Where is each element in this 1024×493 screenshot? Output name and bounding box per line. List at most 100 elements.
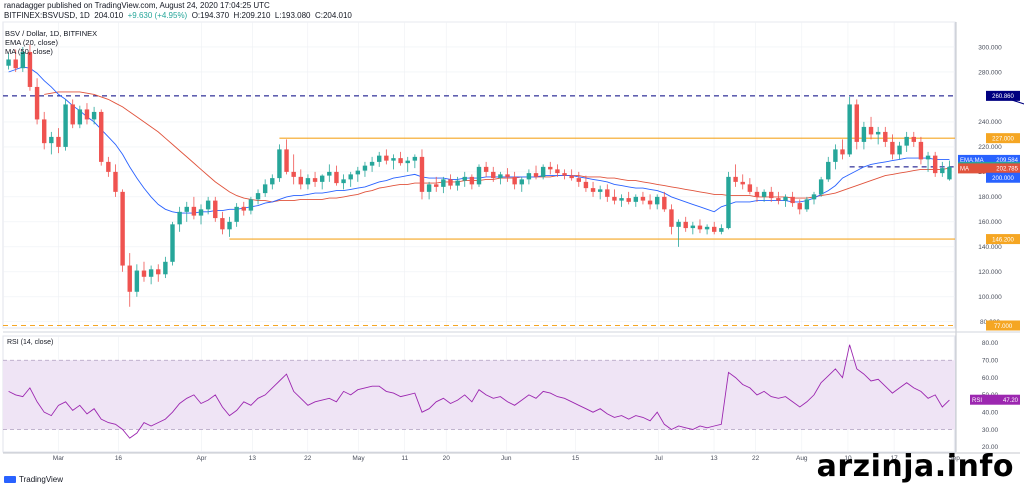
candle-body xyxy=(113,171,118,192)
candle-body xyxy=(840,149,845,155)
rsi-tick-label: 70.00 xyxy=(982,358,999,365)
candle-body xyxy=(576,178,581,182)
legend-title: BSV / Dollar, 1D, BITFINEX xyxy=(5,29,98,38)
candle-body xyxy=(134,270,140,292)
candle-body xyxy=(619,198,624,201)
candle-body xyxy=(355,170,361,175)
candle-body xyxy=(769,191,774,199)
candle-body xyxy=(526,173,532,180)
candle-body xyxy=(505,174,510,177)
price-label-value: 202.785 xyxy=(996,167,1018,173)
candle-body xyxy=(41,119,47,144)
candle-body xyxy=(483,166,489,172)
candle-body xyxy=(255,193,261,200)
x-tick-label: 22 xyxy=(304,455,312,462)
price-label-box xyxy=(986,133,1020,144)
symbol-name: BITFINEX:BSVUSD, 1D xyxy=(4,11,90,20)
candle-body xyxy=(761,191,767,197)
candle-body xyxy=(426,184,432,192)
candle-body xyxy=(205,200,211,210)
price-label-box xyxy=(986,234,1020,245)
candle-body xyxy=(312,178,318,182)
candle-body xyxy=(384,155,389,161)
y-tick-label: 180.000 xyxy=(978,194,1002,201)
candle-body xyxy=(890,141,895,155)
rsi-tick-label: 30.00 xyxy=(982,427,999,434)
candle-body xyxy=(925,155,931,160)
candle-body xyxy=(448,179,453,186)
price-label-name: MA xyxy=(960,167,969,173)
candle-body xyxy=(826,161,831,180)
candle-body xyxy=(555,169,560,174)
candle-body xyxy=(612,196,617,201)
x-tick-label: 16 xyxy=(115,455,123,462)
price-label-box xyxy=(986,320,1020,331)
y-tick-label: 240.000 xyxy=(978,119,1002,126)
candle-body xyxy=(783,196,788,201)
x-tick-label: 13 xyxy=(710,455,718,462)
candle-body xyxy=(298,176,304,185)
candle-body xyxy=(277,149,282,179)
rsi-label-name: RSI xyxy=(972,398,982,404)
candle-body xyxy=(213,200,218,219)
rsi-title: RSI (14, close) xyxy=(7,339,53,346)
publisher-line: ranadagger published on TradingView.com,… xyxy=(4,1,270,10)
symbol-line: BITFINEX:BSVUSD, 1D 204.010 +9.630 (+4.9… xyxy=(4,11,352,20)
candle-body xyxy=(56,136,61,147)
y-tick-label: 160.000 xyxy=(978,219,1002,226)
candle-body xyxy=(662,196,667,210)
x-tick-label: 22 xyxy=(752,455,760,462)
price-change: +9.630 (+4.95%) xyxy=(127,11,188,20)
candle-body xyxy=(605,189,610,197)
y-tick-label: 100.000 xyxy=(978,294,1002,301)
x-tick-label: May xyxy=(352,455,365,462)
candle-body xyxy=(911,136,917,142)
tradingview-label: TradingView xyxy=(19,475,64,484)
legend-ma[interactable]: MA (50, close) xyxy=(5,47,53,56)
rsi-tick-label: 60.00 xyxy=(982,375,999,382)
candle-body xyxy=(804,199,810,210)
y-tick-label: 220.000 xyxy=(978,144,1002,151)
x-tick-label: 13 xyxy=(249,455,257,462)
candle-body xyxy=(833,149,838,162)
x-tick-label: 15 xyxy=(572,455,580,462)
candle-body xyxy=(633,196,639,202)
candle-body xyxy=(270,178,275,185)
price-label-box xyxy=(986,90,1020,101)
candle-body xyxy=(156,269,161,275)
candle-body xyxy=(20,51,26,69)
candle-body xyxy=(70,104,75,125)
candle-body xyxy=(747,184,753,192)
tradingview-icon xyxy=(4,476,16,483)
close-value: C:204.010 xyxy=(314,11,352,20)
rsi-label-value: 47.20 xyxy=(1003,398,1019,404)
candle-body xyxy=(932,155,938,174)
y-tick-label: 120.000 xyxy=(978,269,1002,276)
candle-body xyxy=(391,158,396,161)
tradingview-logo[interactable]: TradingView xyxy=(4,475,63,484)
candle-body xyxy=(669,209,674,227)
candle-body xyxy=(234,206,239,222)
candle-body xyxy=(690,225,696,229)
price-label-value: 260.860 xyxy=(992,94,1014,100)
candle-body xyxy=(726,176,731,229)
candle-body xyxy=(676,221,681,227)
candle-body xyxy=(683,221,688,229)
x-tick-label: 20 xyxy=(443,455,451,462)
candle-body xyxy=(191,206,197,216)
price-label-box xyxy=(958,154,1020,165)
candle-body xyxy=(498,174,503,179)
candle-body xyxy=(327,171,332,176)
candle-body xyxy=(348,174,353,180)
legend-ema[interactable]: EMA (20, close) xyxy=(5,38,58,47)
candle-body xyxy=(412,156,418,161)
candle-body xyxy=(597,189,603,192)
candle-body xyxy=(13,59,18,69)
candle-body xyxy=(334,171,339,184)
candle-body xyxy=(377,155,382,162)
candle-body xyxy=(63,104,68,147)
candle-body xyxy=(740,181,745,185)
candles xyxy=(6,44,952,307)
candle-body xyxy=(861,126,867,142)
last-price: 204.010 xyxy=(94,11,124,20)
